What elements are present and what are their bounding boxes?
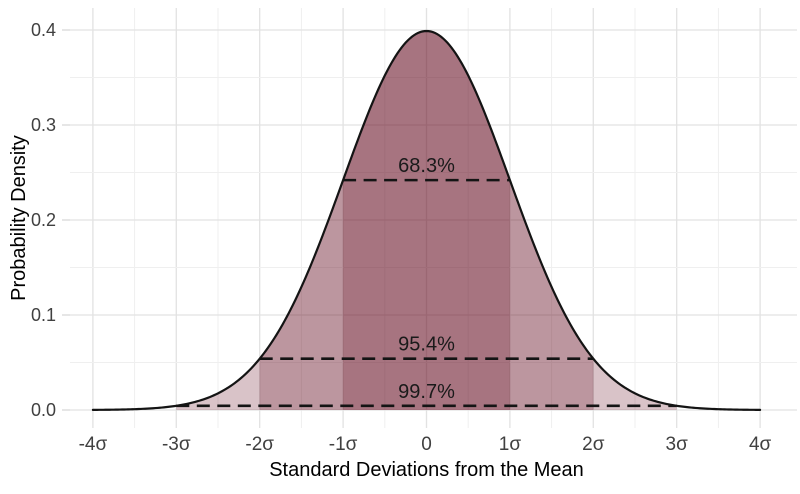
bell-curve-line — [91, 29, 762, 411]
x-tick-label: 4σ — [749, 434, 772, 455]
y-axis-title: Probability Density — [8, 135, 30, 301]
x-tick-label: -2σ — [245, 434, 274, 455]
x-axis-title: Standard Deviations from the Mean — [269, 459, 584, 481]
x-tick-label: -1σ — [329, 434, 358, 455]
x-tick-label: 0 — [421, 434, 432, 455]
region-fill-1sigma — [343, 31, 510, 410]
coverage-label-1sigma: 68.3% — [398, 155, 455, 177]
coverage-label-2sigma: 95.4% — [398, 334, 455, 356]
y-tick-label: 0.2 — [31, 210, 56, 230]
x-tick-label: 2σ — [582, 434, 605, 455]
x-tick-label: -4σ — [79, 434, 108, 455]
x-tick-label: 1σ — [499, 434, 522, 455]
coverage-label-3sigma: 99.7% — [398, 381, 455, 403]
region-fill-3sigma — [176, 31, 677, 410]
y-tick-label: 0.0 — [31, 400, 56, 420]
x-tick-label: -3σ — [162, 434, 191, 455]
y-tick-label: 0.1 — [31, 305, 56, 325]
y-tick-label: 0.4 — [31, 20, 56, 40]
x-tick-label: 3σ — [666, 434, 689, 455]
region-fill-2sigma — [259, 31, 594, 410]
y-tick-label: 0.3 — [31, 115, 56, 135]
